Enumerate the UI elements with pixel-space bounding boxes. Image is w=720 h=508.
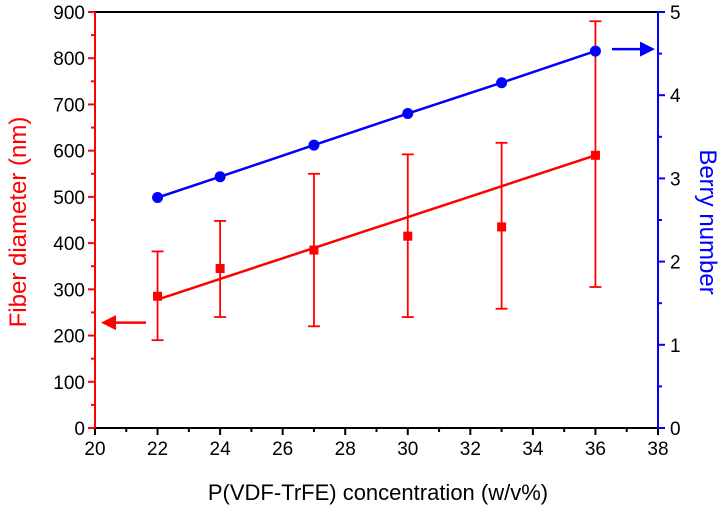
x-tick-label: 30 bbox=[397, 439, 418, 460]
berry-number-point bbox=[152, 192, 164, 204]
x-tick-label: 34 bbox=[522, 439, 544, 460]
left-y-tick-label: 800 bbox=[53, 49, 85, 70]
right-y-tick-label: 3 bbox=[670, 169, 681, 190]
fiber-diameter-series bbox=[151, 20, 602, 342]
fiber-diameter-point bbox=[215, 264, 225, 274]
right-y-tick-label: 2 bbox=[670, 253, 681, 274]
left-y-tick-label: 300 bbox=[53, 280, 85, 301]
plot-frame-layer bbox=[94, 11, 659, 429]
fiber-diameter-point bbox=[309, 245, 319, 255]
right-y-tick-label: 1 bbox=[670, 336, 681, 357]
series-layer bbox=[101, 20, 655, 342]
fiber-diameter-point bbox=[497, 222, 507, 232]
x-tick-label: 26 bbox=[272, 439, 293, 460]
right-y-tick-label: 4 bbox=[670, 86, 681, 107]
berry-number-series bbox=[152, 45, 601, 204]
fiber-diameter-point bbox=[590, 150, 600, 160]
x-tick-label: 24 bbox=[210, 439, 232, 460]
x-tick-label: 32 bbox=[460, 439, 481, 460]
left-y-tick-label: 600 bbox=[53, 142, 85, 163]
x-axis-title: P(VDF-TrFE) concentration (w/v%) bbox=[208, 480, 548, 505]
fiber-diameter-point bbox=[153, 291, 163, 301]
fiber-diameter-fit-line bbox=[157, 154, 596, 301]
left-y-tick-label: 900 bbox=[53, 3, 85, 24]
left-y-tick-label: 0 bbox=[74, 419, 85, 440]
plot-frame bbox=[94, 11, 659, 429]
tick-layer: 20 22 24 26 28 30 32 34 36 3801002003004005006007… bbox=[53, 3, 681, 460]
x-tick-label: 20 bbox=[84, 439, 105, 460]
x-tick-label: 22 bbox=[147, 439, 168, 460]
left-y-tick-label: 100 bbox=[53, 373, 85, 394]
x-tick-label: 28 bbox=[335, 439, 356, 460]
right-y-tick-label: 0 bbox=[670, 419, 681, 440]
x-tick-label: 36 bbox=[585, 439, 606, 460]
berry-number-point bbox=[402, 108, 414, 120]
berry-number-point bbox=[589, 45, 601, 57]
berry-number-line bbox=[157, 49, 596, 199]
x-tick-label: 38 bbox=[647, 439, 668, 460]
left-y-tick-label: 700 bbox=[53, 95, 85, 116]
berry-number-point bbox=[496, 77, 508, 89]
left-y-tick-label: 400 bbox=[53, 234, 85, 255]
left-y-axis-title: Fiber diameter (nm) bbox=[5, 117, 32, 328]
left-y-tick-label: 200 bbox=[53, 327, 85, 348]
right-y-tick-label: 5 bbox=[670, 3, 681, 24]
left-y-tick-label: 500 bbox=[53, 188, 85, 209]
berry-number-point bbox=[214, 171, 226, 183]
right-y-axis-title: Berry number bbox=[694, 149, 720, 294]
berry-number-point bbox=[308, 139, 320, 151]
fiber-diameter-point bbox=[403, 231, 413, 241]
